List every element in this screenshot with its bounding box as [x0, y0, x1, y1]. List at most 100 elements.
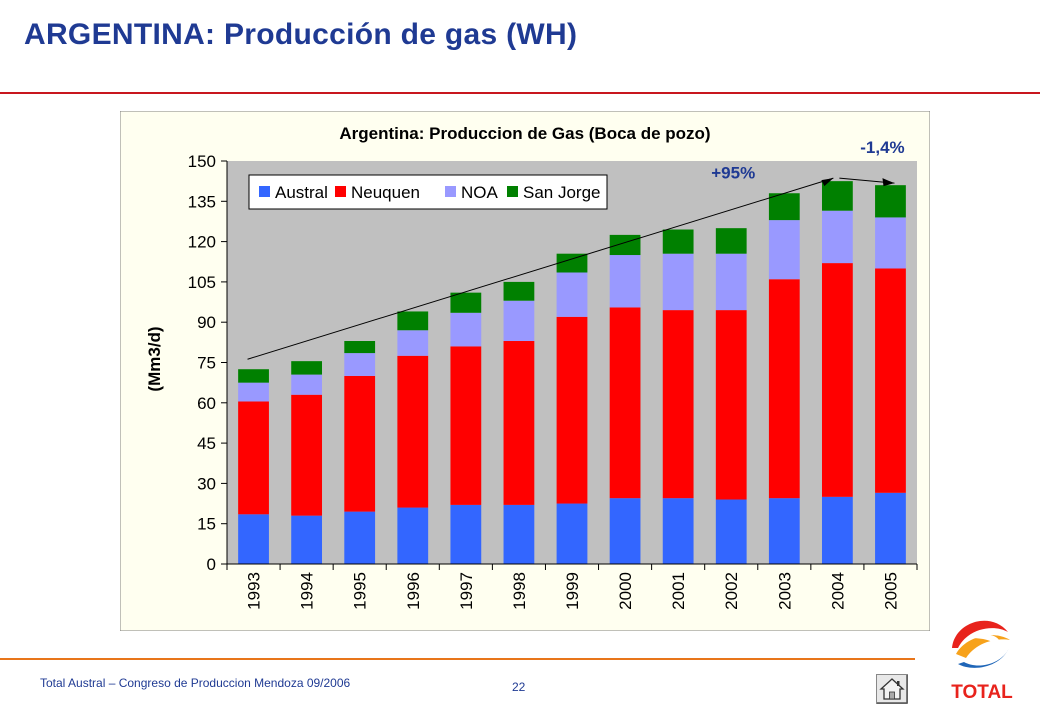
footer-text: Total Austral – Congreso de Produccion M…: [40, 676, 351, 690]
x-tick-label-1993: 1993: [245, 572, 264, 610]
bar-neuquen-1996: [397, 355, 429, 508]
legend-label-noa: NOA: [461, 183, 499, 202]
bar-san-jorge-2000: [609, 234, 641, 256]
bar-san-jorge-2003: [768, 193, 800, 221]
legend-swatch-noa: [445, 186, 456, 197]
bar-noa-1999: [556, 272, 588, 317]
x-tick-label-2001: 2001: [669, 572, 688, 610]
home-icon: [876, 674, 908, 704]
bar-noa-2005: [875, 217, 906, 269]
bar-noa-2004: [821, 210, 853, 264]
annotation-decline: -1,4%: [860, 138, 904, 157]
bar-austral-1996: [397, 507, 429, 564]
bar-noa-1995: [344, 353, 376, 376]
bar-noa-1993: [238, 382, 269, 402]
bar-neuquen-2003: [768, 279, 800, 499]
trend-line-growth: [247, 177, 834, 360]
bar-neuquen-2005: [875, 268, 906, 493]
legend-swatch-neuquen: [335, 186, 346, 197]
trend-arrowhead-growth: [821, 178, 834, 187]
y-tick-label: 105: [188, 273, 216, 292]
annotation-growth: +95%: [711, 163, 755, 182]
bar-austral-2002: [715, 499, 747, 564]
x-tick-label-1996: 1996: [404, 572, 423, 610]
legend-label-austral: Austral: [275, 183, 328, 202]
bar-neuquen-1998: [503, 341, 535, 505]
bar-san-jorge-1993: [238, 369, 269, 383]
bar-austral-2000: [609, 498, 641, 564]
bar-neuquen-1994: [291, 394, 323, 516]
x-tick-label-2003: 2003: [775, 572, 794, 610]
x-tick-label-2005: 2005: [881, 572, 900, 610]
bar-neuquen-2000: [609, 307, 641, 499]
x-tick-label-2004: 2004: [828, 572, 847, 610]
y-tick-label: 75: [197, 354, 216, 373]
page-number: 22: [512, 680, 526, 694]
x-tick-label-1995: 1995: [351, 572, 370, 610]
bar-neuquen-1999: [556, 316, 588, 504]
bar-neuquen-1997: [450, 346, 482, 505]
y-tick-label: 60: [197, 394, 216, 413]
x-tick-label-1998: 1998: [510, 572, 529, 610]
legend-swatch-san-jorge: [507, 186, 518, 197]
bar-san-jorge-1994: [291, 361, 323, 375]
stacked-bar-chart: Argentina: Produccion de Gas (Boca de po…: [120, 111, 930, 631]
y-tick-label: 135: [188, 192, 216, 211]
bar-neuquen-1993: [238, 401, 269, 515]
x-tick-label-1994: 1994: [298, 572, 317, 610]
y-tick-label: 15: [197, 515, 216, 534]
title-divider: [0, 92, 1040, 94]
trend-arrowhead-decline: [882, 178, 895, 187]
bar-san-jorge-1995: [344, 341, 376, 354]
legend-swatch-austral: [259, 186, 270, 197]
bar-austral-1999: [556, 503, 588, 564]
bar-austral-1994: [291, 515, 323, 564]
x-tick-label-1997: 1997: [457, 572, 476, 610]
x-tick-label-2002: 2002: [722, 572, 741, 610]
legend-label-neuquen: Neuquen: [351, 183, 420, 202]
chart-title: Argentina: Produccion de Gas (Boca de po…: [339, 124, 710, 143]
bar-austral-1993: [238, 514, 269, 564]
bar-neuquen-2002: [715, 310, 747, 500]
total-logo: TOTAL: [938, 608, 1028, 708]
bar-noa-2003: [768, 220, 800, 280]
bar-neuquen-2001: [662, 310, 694, 499]
bar-san-jorge-1997: [450, 292, 482, 313]
y-tick-label: 90: [197, 313, 216, 332]
slide-title: ARGENTINA: Producción de gas (WH): [24, 18, 578, 51]
bar-noa-1994: [291, 374, 323, 395]
y-tick-label: 45: [197, 434, 216, 453]
bar-san-jorge-1998: [503, 281, 535, 301]
y-tick-label: 120: [188, 233, 216, 252]
bar-austral-1998: [503, 504, 535, 564]
bar-san-jorge-1999: [556, 253, 588, 273]
bar-noa-2002: [715, 253, 747, 311]
x-tick-label-2000: 2000: [616, 572, 635, 610]
bar-san-jorge-2001: [662, 229, 694, 254]
bar-san-jorge-2005: [875, 185, 906, 218]
home-button[interactable]: [876, 674, 908, 704]
bar-san-jorge-2002: [715, 228, 747, 254]
bar-neuquen-1995: [344, 375, 376, 512]
logo-text: TOTAL: [951, 682, 1013, 703]
legend: [248, 174, 608, 210]
bar-noa-1997: [450, 312, 482, 347]
y-tick-label: 150: [188, 152, 216, 171]
y-tick-label: 0: [207, 555, 216, 574]
bar-noa-1998: [503, 300, 535, 342]
total-logo-icon: TOTAL: [951, 615, 1013, 703]
bar-san-jorge-2004: [821, 181, 853, 211]
bar-austral-2003: [768, 498, 800, 564]
x-tick-label-1999: 1999: [563, 572, 582, 610]
bar-austral-2001: [662, 498, 694, 564]
bar-austral-2004: [821, 496, 853, 564]
bar-san-jorge-1996: [397, 311, 429, 331]
y-axis-label: (Mm3/d): [145, 326, 164, 391]
bar-austral-1997: [450, 504, 482, 564]
legend-label-san-jorge: San Jorge: [523, 183, 601, 202]
bar-noa-2001: [662, 253, 694, 311]
bar-noa-1996: [397, 330, 429, 356]
bar-neuquen-2004: [821, 263, 853, 497]
y-tick-label: 30: [197, 474, 216, 493]
bar-noa-2000: [609, 255, 641, 308]
